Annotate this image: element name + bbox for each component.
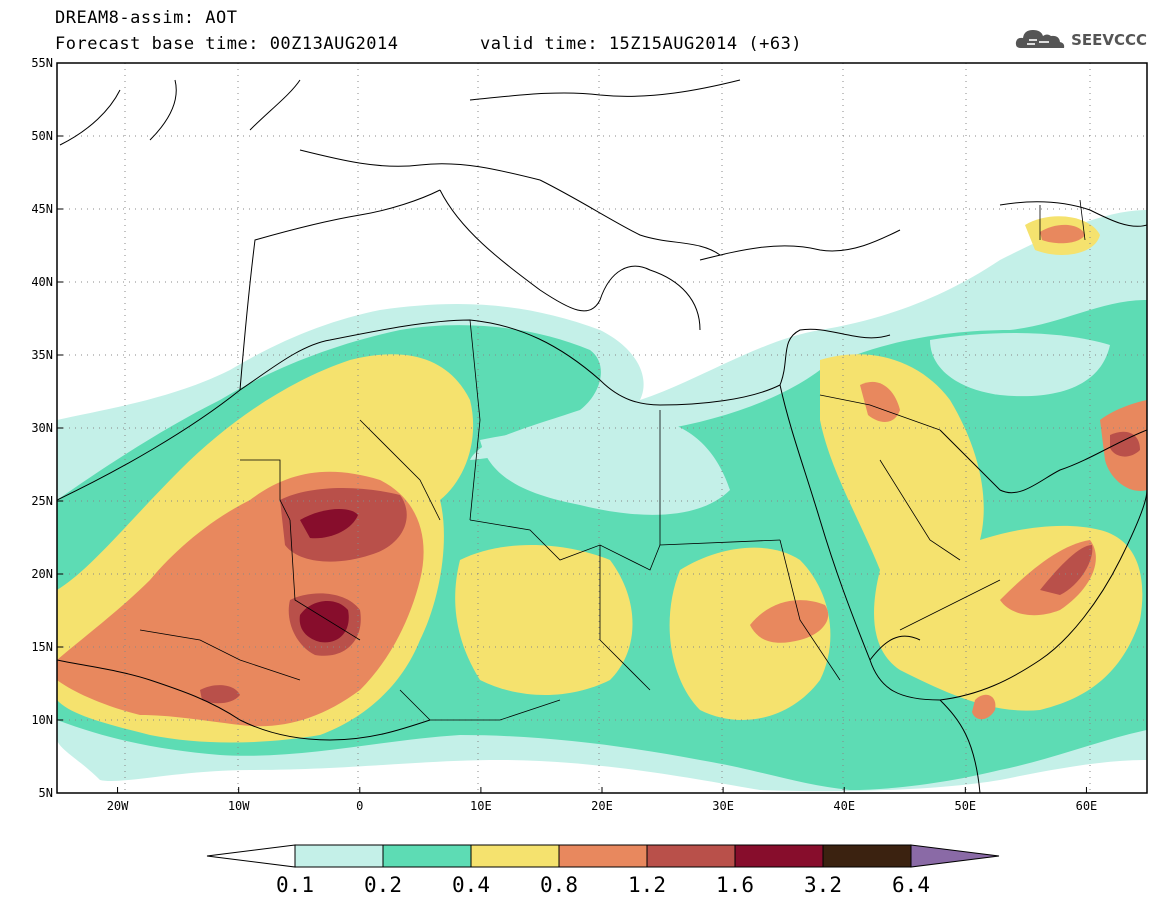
lon-tick-label: 40E <box>833 799 855 813</box>
colorbar-label: 0.8 <box>540 873 578 897</box>
aot-region-moderate-sudan <box>669 547 831 720</box>
colorbar-swatch <box>470 844 560 868</box>
colorbar <box>206 844 1000 868</box>
aot-region-clear-east <box>930 333 1110 397</box>
lat-tick-label: 40N <box>31 275 53 289</box>
country-borders <box>139 199 1086 721</box>
lat-tick-label: 15N <box>31 640 53 654</box>
latitude-labels: 55N 50N 45N 40N 35N 30N 25N 20N 15N 10N 5N <box>31 56 63 800</box>
lon-tick-label: 30E <box>712 799 734 813</box>
colorbar-labels: 0.1 0.2 0.4 0.8 1.2 1.6 3.2 6.4 <box>276 873 930 897</box>
lat-tick-label: 20N <box>31 567 53 581</box>
lon-tick-label: 10W <box>228 799 250 813</box>
lat-tick-label: 50N <box>31 129 53 143</box>
colorbar-under-triangle <box>206 844 296 868</box>
logo-label: SEEVCCC <box>1071 31 1147 49</box>
forecast-base-time: Forecast base time: 00Z13AUG2014 <box>55 34 399 54</box>
aot-region-moderate-arabia <box>820 354 1143 711</box>
colorbar-label: 0.2 <box>364 873 402 897</box>
colorbar-swatch <box>294 844 384 868</box>
aot-region-vhigh-oman <box>1040 545 1093 595</box>
colorbar-swatch <box>822 844 912 868</box>
colorbar-swatch <box>382 844 472 868</box>
aot-region-high-somalia <box>972 694 996 720</box>
lon-tick-label: 20W <box>107 799 129 813</box>
lat-tick-label: 5N <box>39 786 53 800</box>
lon-tick-label: 0 <box>356 799 363 813</box>
seevccc-logo: SEEVCCC <box>1015 26 1147 54</box>
lat-tick-label: 45N <box>31 202 53 216</box>
lat-tick-label: 10N <box>31 713 53 727</box>
lat-tick-label: 35N <box>31 348 53 362</box>
aot-region-extreme-north <box>300 508 358 539</box>
aot-region-vhigh-iran <box>1110 431 1140 457</box>
aot-region-clear-libya <box>480 420 730 515</box>
longitude-labels: 20W 10W 0 10E 20E 30E 40E 50E 60E <box>107 787 1098 813</box>
aot-region-vhigh-senegal <box>200 685 240 704</box>
map-title: DREAM8-assim: AOT <box>55 8 238 28</box>
colorbar-label: 1.2 <box>628 873 666 897</box>
valid-time: valid time: 15Z15AUG2014 (+63) <box>480 34 803 54</box>
lat-tick-label: 55N <box>31 56 53 70</box>
colorbar-swatch <box>646 844 736 868</box>
aot-region-high-caucasus <box>1040 224 1085 244</box>
colorbar-label: 3.2 <box>804 873 842 897</box>
colorbar-label: 1.6 <box>716 873 754 897</box>
aot-region-high-sudan <box>750 600 829 643</box>
colorbar-label: 0.4 <box>452 873 490 897</box>
lat-tick-label: 30N <box>31 421 53 435</box>
aot-region-extreme-south <box>299 600 349 643</box>
colorbar-label: 6.4 <box>892 873 930 897</box>
lat-tick-label: 25N <box>31 494 53 508</box>
colorbar-swatch <box>558 844 648 868</box>
colorbar-label: 0.1 <box>276 873 314 897</box>
aot-field <box>57 210 1147 792</box>
colorbar-swatch <box>734 844 824 868</box>
aot-region-moderate-chad <box>455 545 633 695</box>
lon-tick-label: 10E <box>470 799 492 813</box>
lon-tick-label: 20E <box>591 799 613 813</box>
cloud-icon <box>1015 30 1065 48</box>
lon-tick-label: 60E <box>1076 799 1098 813</box>
coastlines <box>57 79 1147 793</box>
lon-tick-label: 50E <box>954 799 976 813</box>
colorbar-over-triangle <box>910 844 1000 868</box>
